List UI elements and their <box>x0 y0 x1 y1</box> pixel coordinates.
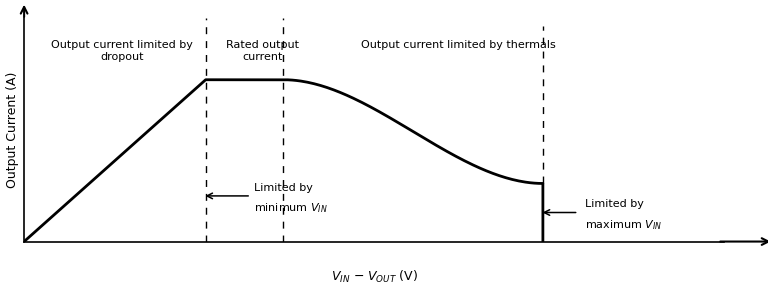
Text: Limited by: Limited by <box>585 199 644 209</box>
Text: Output current limited by thermals: Output current limited by thermals <box>361 40 556 50</box>
Text: Limited by: Limited by <box>254 183 313 193</box>
Text: Output current limited by
dropout: Output current limited by dropout <box>51 40 193 61</box>
Y-axis label: Output Current (A): Output Current (A) <box>5 71 18 188</box>
Text: maximum $V_{IN}$: maximum $V_{IN}$ <box>585 218 662 232</box>
Text: $V_{IN}$ $-$ $V_{OUT}$ (V): $V_{IN}$ $-$ $V_{OUT}$ (V) <box>331 269 418 284</box>
Text: Rated output
current: Rated output current <box>226 40 299 61</box>
Text: minimum $V_{IN}$: minimum $V_{IN}$ <box>254 202 328 215</box>
